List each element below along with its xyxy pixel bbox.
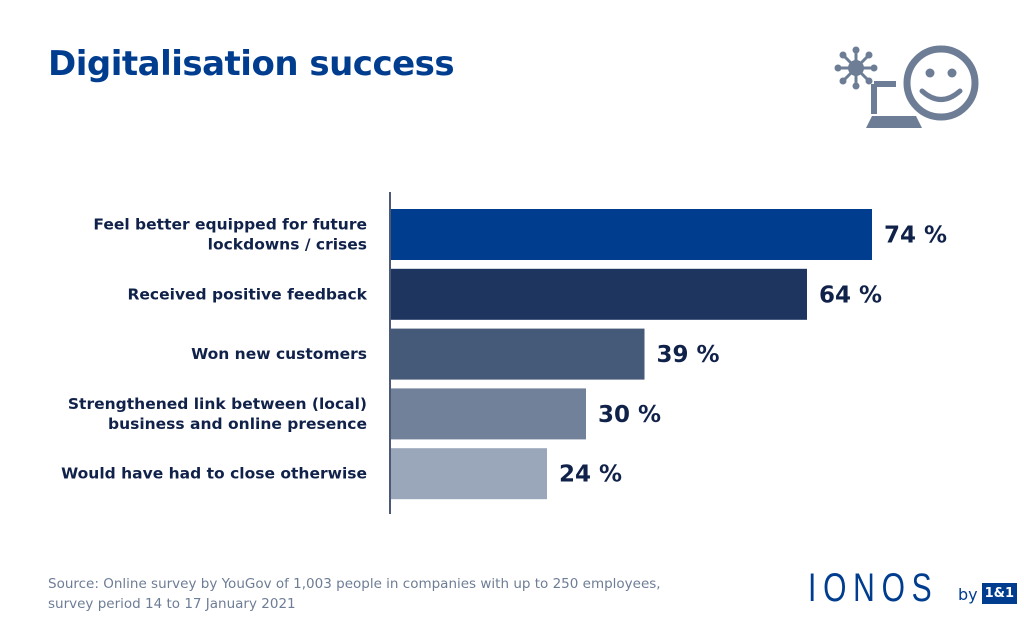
data-label: 64 % <box>819 282 882 308</box>
header-icon <box>834 45 979 128</box>
chart-title: Digitalisation success <box>48 44 455 84</box>
category-label: Strengthened link between (local) <box>68 395 367 413</box>
category-label: Received positive feedback <box>127 285 367 303</box>
data-label: 24 % <box>559 462 622 488</box>
source-line: Source: Online survey by YouGov of 1,003… <box>48 576 661 592</box>
category-label: business and online presence <box>108 415 367 433</box>
data-label: 74 % <box>884 223 947 249</box>
ionos-logo: IONOS by 1&1 <box>808 566 1018 610</box>
bar <box>391 388 586 440</box>
logo-by: by <box>958 585 978 604</box>
bar <box>391 328 645 380</box>
source-line: survey period 14 to 17 January 2021 <box>48 596 296 612</box>
data-label: 39 % <box>657 342 720 368</box>
logo-wordmark: IONOS <box>808 566 939 610</box>
data-label: 30 % <box>598 402 661 428</box>
bar <box>391 209 872 260</box>
category-label: Feel better equipped for future <box>93 216 367 234</box>
category-label: Won new customers <box>191 345 367 363</box>
bar <box>391 268 807 320</box>
category-label: lockdowns / crises <box>208 236 367 254</box>
logo-badge: 1&1 <box>981 583 1018 604</box>
category-label: Would have had to close otherwise <box>61 465 367 483</box>
source-note: Source: Online survey by YouGov of 1,003… <box>48 574 661 614</box>
bar <box>391 448 547 500</box>
